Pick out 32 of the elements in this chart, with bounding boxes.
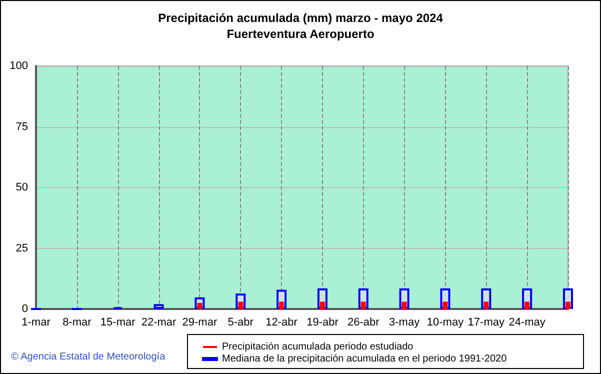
bar (566, 302, 570, 309)
bar (360, 302, 366, 309)
x-tick-label: 5-abr (228, 316, 254, 328)
x-tick-label: 26-abr (347, 316, 380, 328)
x-tick-label: 15-mar (100, 316, 136, 328)
bar (524, 302, 530, 309)
y-tick-label: 100 (10, 60, 28, 72)
chart-subtitle: Fuerteventura Aeropuerto (226, 27, 374, 41)
y-tick-label: 75 (16, 120, 28, 133)
x-tick-label: 12-abr (266, 316, 298, 328)
x-tick-label: 10-may (426, 316, 464, 328)
x-tick-label: 19-abr (306, 316, 339, 328)
x-tick-label: 29-mar (182, 316, 218, 328)
x-tick-label: 8-mar (62, 316, 92, 328)
bar (484, 302, 489, 309)
chart-title: Precipitación acumulada (mm) marzo - mayo 2024 (158, 11, 444, 25)
x-tick-label: 3-may (389, 316, 420, 328)
y-tick-label: 25 (16, 242, 28, 254)
bar (279, 302, 284, 309)
bar (442, 302, 448, 309)
x-tick-label: 17-may (468, 316, 505, 328)
x-tick-label: 22-mar (141, 316, 177, 328)
text: © Agencia Estatal de Meteorología (11, 352, 166, 362)
x-tick-label: 24-may (508, 316, 546, 328)
bar (320, 302, 325, 309)
y-tick-label: 50 (16, 182, 28, 194)
bar (154, 304, 164, 309)
x-tick-label: 1-mar (22, 316, 51, 328)
legend-label: Mediana de la precipitación acumulada en el periodo 1991-2020 (222, 354, 508, 364)
y-tick-label: 0 (22, 303, 28, 315)
bar (402, 302, 407, 309)
legend-label: Precipitación acumulada periodo estudiado (222, 342, 414, 352)
